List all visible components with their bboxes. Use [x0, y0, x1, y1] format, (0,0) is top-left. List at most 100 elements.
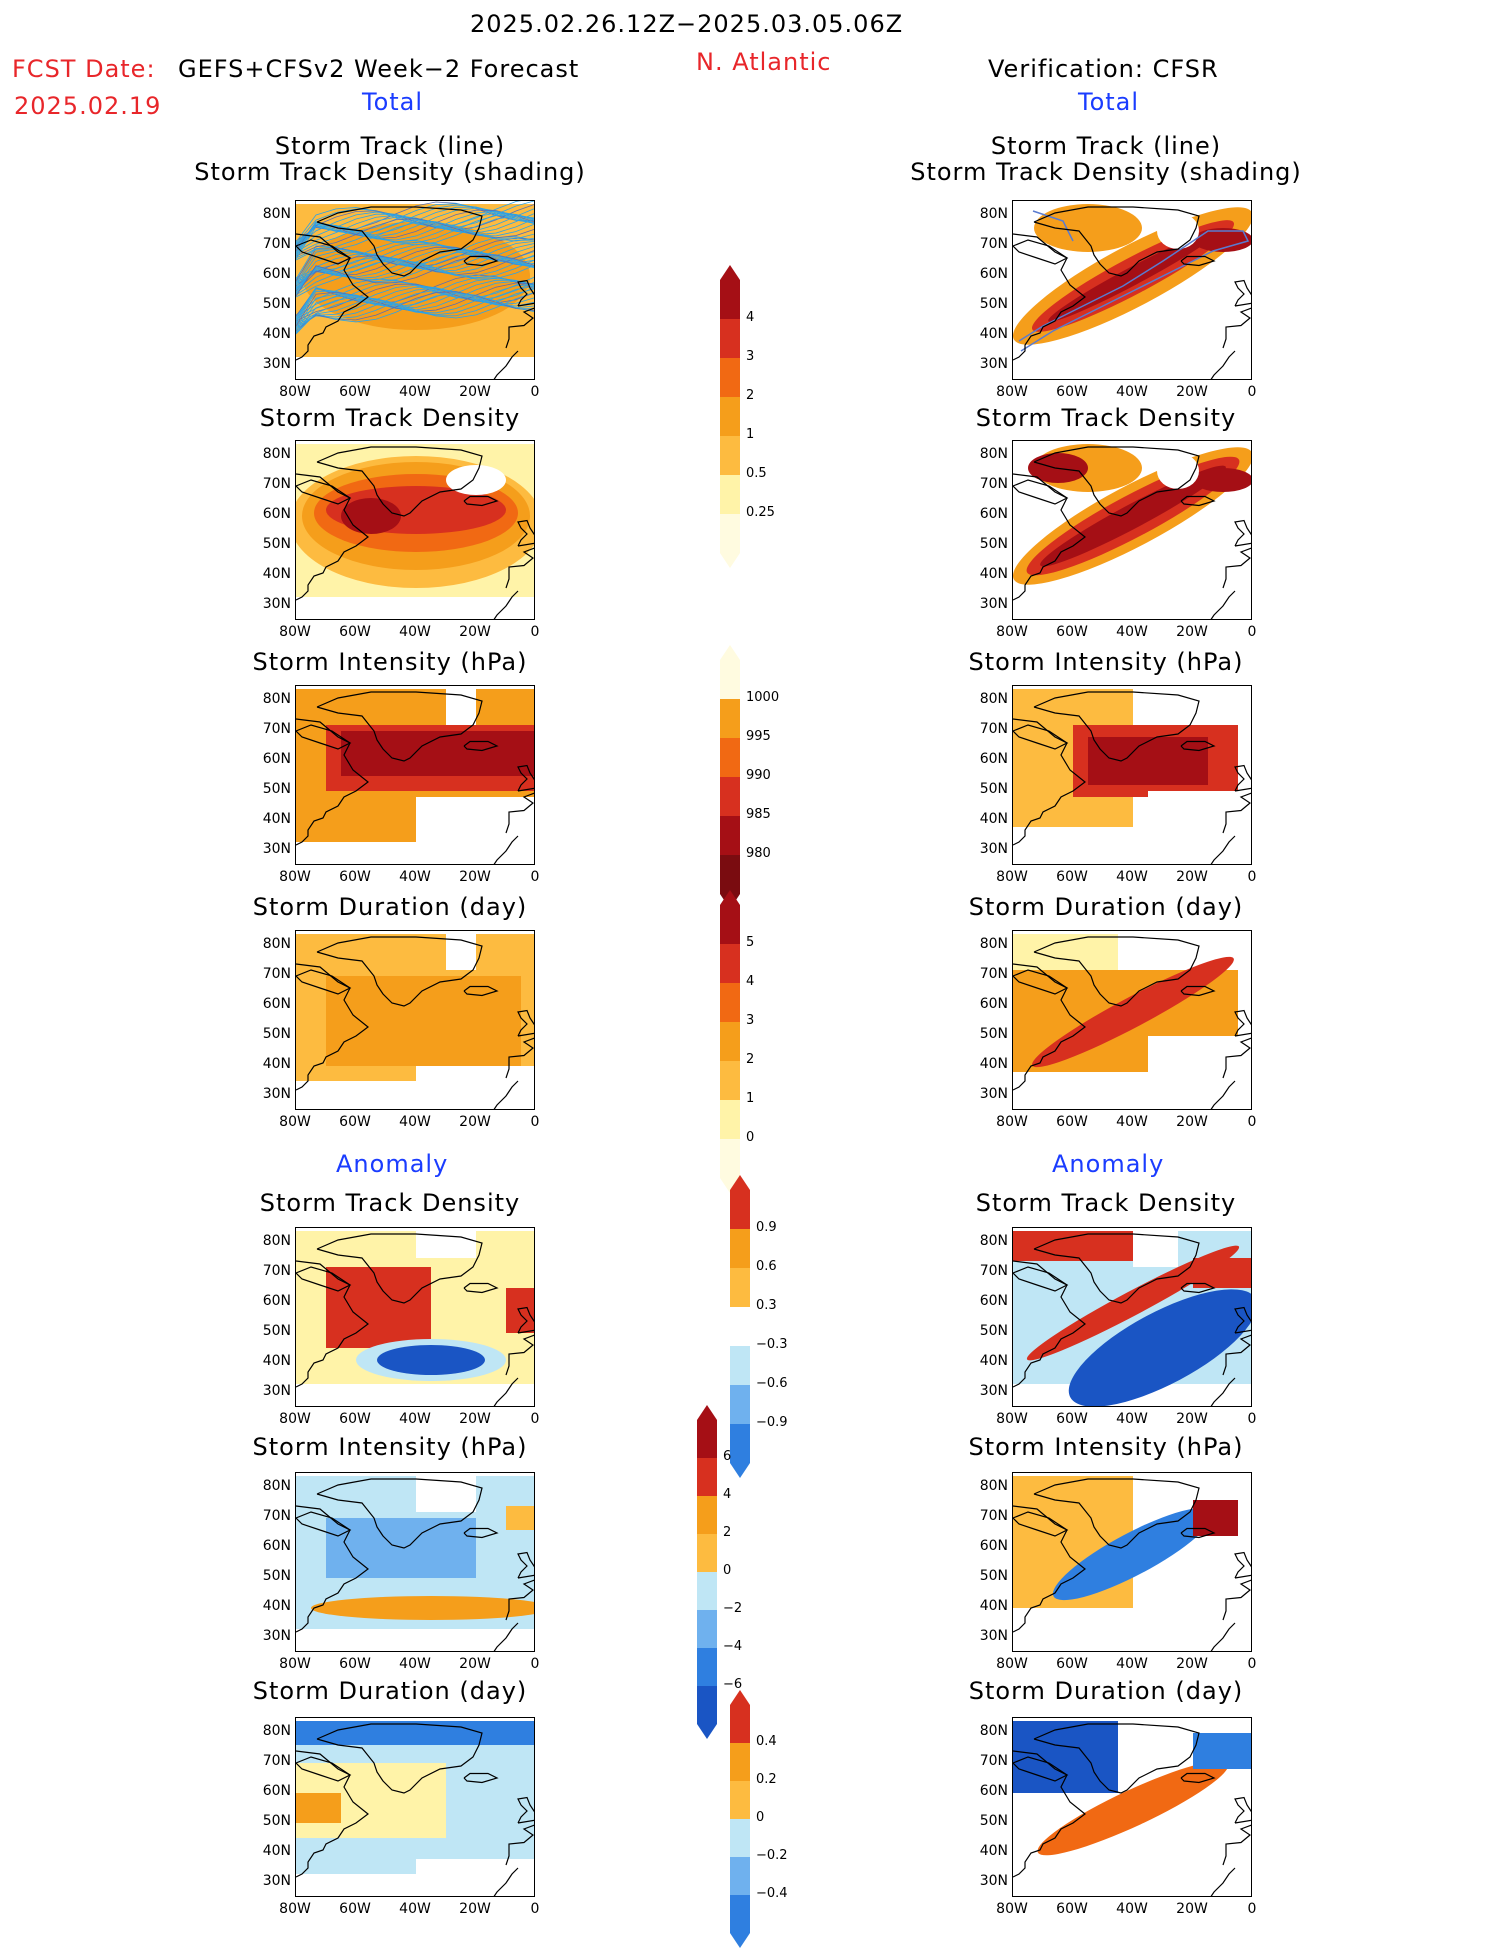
- y-tick-label: 60N: [979, 1538, 1008, 1554]
- x-tick-label: 80W: [279, 624, 311, 640]
- y-tick-label: 80N: [979, 1233, 1008, 1249]
- y-tick-label: 70N: [262, 236, 291, 252]
- panel-title-intensity-anom-left: Storm Intensity (hPa): [252, 1433, 528, 1461]
- colorbar-duration-anom: 0.4 0.2 0 −0.2 −0.4: [730, 1690, 810, 1952]
- panel-title-intensity-left: Storm Intensity (hPa): [252, 648, 528, 676]
- y-tick-label: 40N: [979, 566, 1008, 582]
- x-tick-label: 40W: [399, 1656, 431, 1672]
- colorbar-label: 3: [746, 349, 755, 364]
- colorbar-density-total: 4 3 2 1 0.5 0.25: [720, 265, 800, 572]
- y-tick-label: 50N: [262, 1568, 291, 1584]
- x-tick-label: 60W: [339, 624, 371, 640]
- colorbar-label: 0.2: [756, 1772, 777, 1787]
- x-tick-label: 20W: [459, 869, 491, 885]
- x-tick-label: 80W: [279, 1114, 311, 1130]
- x-tick-label: 0: [530, 384, 540, 400]
- y-tick-label: 30N: [262, 841, 291, 857]
- y-tick-label: 40N: [979, 1598, 1008, 1614]
- colorbar-label: −4: [723, 1639, 743, 1654]
- colorbar-label: 0.3: [756, 1298, 777, 1313]
- panel-title-density-left: Storm Track Density: [259, 404, 521, 432]
- x-tick-label: 60W: [339, 1411, 371, 1427]
- x-tick-label: 0: [1247, 1656, 1257, 1672]
- y-tick-label: 80N: [979, 446, 1008, 462]
- x-tick-label: 40W: [1116, 1901, 1148, 1917]
- y-tick-label: 80N: [262, 206, 291, 222]
- x-tick-label: 60W: [339, 1656, 371, 1672]
- x-tick-label: 40W: [1116, 624, 1148, 640]
- x-tick-label: 40W: [1116, 384, 1148, 400]
- map-duration-left: [295, 930, 535, 1110]
- y-tick-label: 80N: [979, 206, 1008, 222]
- x-tick-label: 40W: [1116, 1656, 1148, 1672]
- x-tick-label: 80W: [279, 1411, 311, 1427]
- y-tick-label: 50N: [979, 1568, 1008, 1584]
- x-tick-label: 80W: [996, 1114, 1028, 1130]
- y-tick-label: 60N: [262, 1783, 291, 1799]
- y-tick-label: 70N: [262, 1753, 291, 1769]
- x-tick-label: 40W: [399, 384, 431, 400]
- x-tick-label: 40W: [399, 869, 431, 885]
- y-tick-label: 60N: [262, 996, 291, 1012]
- y-tick-label: 50N: [979, 1323, 1008, 1339]
- colorbar-label: −0.4: [756, 1886, 788, 1901]
- y-tick-label: 70N: [262, 1508, 291, 1524]
- x-tick-label: 20W: [459, 1656, 491, 1672]
- x-tick-label: 80W: [996, 1901, 1028, 1917]
- x-tick-label: 20W: [1176, 1656, 1208, 1672]
- colorbar-duration-total: 5 4 3 2 1 0: [720, 890, 800, 1197]
- x-tick-label: 60W: [1056, 1656, 1088, 1672]
- x-tick-label: 80W: [279, 1656, 311, 1672]
- panel-title-track-line-right: Storm Track (line): [990, 132, 1222, 160]
- y-tick-label: 60N: [979, 1293, 1008, 1309]
- x-tick-label: 40W: [399, 624, 431, 640]
- colorbar-label: 0.25: [746, 505, 775, 520]
- y-tick-label: 40N: [262, 1056, 291, 1072]
- map-density-anom-right: [1012, 1227, 1252, 1407]
- map-duration-anom-right: [1012, 1717, 1252, 1897]
- panel-title-duration-left: Storm Duration (day): [252, 893, 528, 921]
- colorbar-label: 0: [746, 1130, 755, 1145]
- x-tick-label: 60W: [1056, 1411, 1088, 1427]
- map-density-left: [295, 440, 535, 620]
- y-tick-label: 30N: [262, 1383, 291, 1399]
- y-tick-label: 60N: [262, 1538, 291, 1554]
- x-tick-label: 0: [530, 1901, 540, 1917]
- x-tick-label: 0: [1247, 624, 1257, 640]
- y-tick-label: 40N: [979, 811, 1008, 827]
- y-tick-label: 50N: [979, 536, 1008, 552]
- x-tick-label: 20W: [459, 1114, 491, 1130]
- panel-title-intensity-right: Storm Intensity (hPa): [968, 648, 1244, 676]
- colorbar-label: 0: [756, 1810, 765, 1825]
- y-tick-label: 70N: [262, 1263, 291, 1279]
- colorbar-label: 995: [746, 729, 771, 744]
- y-tick-label: 50N: [262, 1323, 291, 1339]
- y-tick-label: 60N: [979, 996, 1008, 1012]
- colorbar-label: −0.6: [756, 1376, 788, 1391]
- x-tick-label: 60W: [339, 1901, 371, 1917]
- colorbar-label: 2: [746, 388, 755, 403]
- map-density-anom-left: [295, 1227, 535, 1407]
- y-tick-label: 80N: [979, 936, 1008, 952]
- colorbar-label: 990: [746, 768, 771, 783]
- x-tick-label: 20W: [1176, 869, 1208, 885]
- x-tick-label: 0: [530, 624, 540, 640]
- x-tick-label: 0: [1247, 1411, 1257, 1427]
- y-tick-label: 80N: [262, 1233, 291, 1249]
- y-tick-label: 50N: [262, 536, 291, 552]
- x-tick-label: 40W: [1116, 1411, 1148, 1427]
- x-tick-label: 20W: [1176, 1114, 1208, 1130]
- y-tick-label: 60N: [979, 506, 1008, 522]
- x-tick-label: 80W: [996, 869, 1028, 885]
- panel-title-duration-right: Storm Duration (day): [968, 893, 1244, 921]
- y-tick-label: 50N: [979, 781, 1008, 797]
- verification-label: Verification: CFSR: [988, 55, 1219, 83]
- map-intensity-anom-left: [295, 1472, 535, 1652]
- x-tick-label: 60W: [1056, 1901, 1088, 1917]
- colorbar-label: 0: [723, 1563, 732, 1578]
- x-tick-label: 60W: [1056, 624, 1088, 640]
- colorbar-label: 4: [746, 310, 755, 325]
- x-tick-label: 0: [530, 1656, 540, 1672]
- colorbar-label: 0.6: [756, 1259, 777, 1274]
- fcst-model: GEFS+CFSv2 Week−2 Forecast: [178, 55, 580, 83]
